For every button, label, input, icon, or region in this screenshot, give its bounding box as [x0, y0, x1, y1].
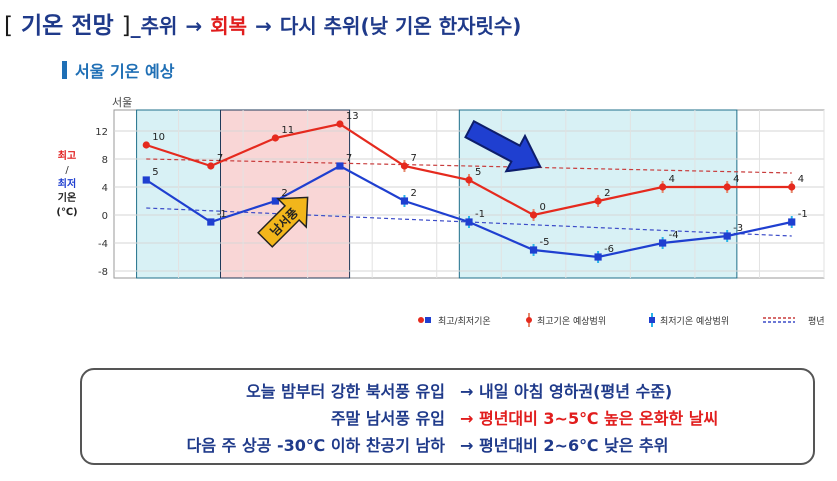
callout-row-2-cause: 주말 남서풍 유입 [330, 409, 445, 428]
min-temp-point [336, 162, 344, 170]
legend-label-series: 최고/최저기온 [438, 316, 491, 327]
legend-item-min-range: 최저기온 예상범위 [649, 313, 729, 327]
min-temp-point [788, 218, 796, 226]
y-axis-label: 최고 / 최저 기온 (℃) [50, 150, 84, 220]
max-temp-point [723, 183, 731, 191]
data-label: 7 [346, 153, 352, 164]
max-temp-point [336, 120, 344, 128]
chart-title: 서울 [112, 96, 132, 109]
max-temp-point [465, 176, 473, 184]
data-label: -4 [669, 230, 679, 241]
data-label: 4 [733, 174, 739, 185]
legend-item-max-range: 최고기온 예상범위 [526, 313, 606, 327]
warm-period-shade [220, 109, 351, 279]
data-label: -1 [217, 209, 227, 220]
y-label-temp: 기온 [57, 193, 77, 204]
callout-row-1-cause: 오늘 밤부터 강한 북서풍 유입 [246, 382, 445, 401]
max-temp-point [271, 134, 279, 142]
min-temp-point [659, 239, 667, 247]
min-temp-point [594, 253, 602, 261]
data-label: 2 [410, 188, 416, 199]
title-main: 기온 전망 [21, 13, 114, 39]
title-phase-2: 회복 [210, 14, 248, 38]
max-temp-point [207, 162, 215, 170]
y-tick-label: -4 [98, 239, 108, 250]
title-phase-3: 다시 추위(낮 기온 한자릿수) [279, 14, 522, 38]
max-temp-point [400, 162, 409, 170]
min-temp-point [142, 176, 150, 184]
y-tick-label: 8 [102, 155, 108, 166]
min-temp-point [529, 246, 538, 254]
data-label: -5 [540, 237, 550, 248]
callout-row-1-effect: → 내일 아침 영하권(평년 수준) [460, 382, 673, 401]
data-label: -6 [604, 244, 614, 255]
min-temp-point [400, 197, 409, 205]
data-label: -1 [475, 209, 485, 220]
callout-row-3-cause: 다음 주 상공 -30℃ 이하 찬공기 남하 [186, 436, 445, 455]
callout-row-3-effect: → 평년대비 2~6℃ 낮은 추위 [460, 436, 669, 455]
legend-label-min-range: 최저기온 예상범위 [660, 316, 729, 327]
y-tick-label: 0 [102, 211, 108, 222]
data-label: 7 [410, 153, 416, 164]
subtitle-text: 서울 기온 예상 [75, 62, 175, 81]
normal-max-line [146, 158, 792, 174]
min-temp-point [465, 218, 473, 226]
cooling-trend-arrow [464, 119, 542, 173]
data-label: 5 [152, 167, 158, 178]
data-label: 0 [540, 202, 546, 213]
subtitle-bar [62, 61, 67, 79]
min-temp-point [723, 232, 731, 240]
legend-label-max-range: 최고기온 예상범위 [537, 316, 606, 327]
y-label-slash: / [65, 165, 69, 176]
title-bracket-close: ] [121, 13, 131, 39]
title-bracket-open: [ [4, 13, 13, 39]
y-tick-label: 4 [102, 183, 108, 194]
data-label: 13 [346, 111, 359, 122]
min-temp-point [271, 197, 279, 205]
data-label: 2 [281, 188, 287, 199]
data-label: 5 [475, 167, 481, 178]
y-label-unit: (℃) [56, 207, 78, 218]
chart-legend: 최고/최저기온 최고기온 예상범위 최저기온 예상범위 평년 [418, 313, 825, 327]
max-temp-point [142, 141, 150, 149]
cold-period-shade [458, 109, 738, 279]
section-subtitle: 서울 기온 예상 [62, 58, 174, 82]
legend-item-normal: 평년 [763, 316, 825, 327]
y-label-max: 최고 [57, 151, 77, 162]
title-arrow-2: → [255, 14, 272, 38]
max-temp-point [788, 183, 796, 191]
temperature-chart: 10 7 11 13 7 5 0 2 4 4 4 5 -1 2 7 2 -1 -5 -6 -4 -3 -1 -8 -4 0 4 8… [95, 96, 825, 327]
max-temp-point [529, 211, 538, 219]
y-tick-label: 12 [95, 127, 108, 138]
title-arrow-1: → [185, 14, 203, 38]
min-temp-point [207, 218, 215, 226]
data-label: 4 [798, 174, 804, 185]
max-temp-point [659, 183, 667, 191]
data-label: 11 [281, 125, 294, 136]
y-label-min: 최저 [57, 179, 77, 190]
legend-label-normal: 평년 [808, 316, 825, 327]
data-label: 10 [152, 132, 165, 143]
callout-row-2-effect: → 평년대비 3~5℃ 높은 온화한 날씨 [460, 409, 719, 428]
data-label: 7 [217, 153, 223, 164]
data-label: -1 [798, 209, 808, 220]
southwest-wind-arrow: 남서풍 [257, 196, 309, 248]
legend-item-series: 최고/최저기온 [418, 316, 491, 327]
max-temp-point [594, 197, 602, 205]
y-tick-label: -8 [98, 267, 108, 278]
data-label: 2 [604, 188, 610, 199]
summary-callout: 오늘 밤부터 강한 북서풍 유입 → 내일 아침 영하권(평년 수준) 주말 남… [80, 368, 815, 465]
page-title: [ 기온 전망 ]_추위 → 회복 → 다시 추위(낮 기온 한자릿수) [4, 6, 521, 42]
data-label: 4 [669, 174, 675, 185]
title-phase-1: _추위 [130, 14, 178, 38]
data-label: -3 [733, 223, 743, 234]
